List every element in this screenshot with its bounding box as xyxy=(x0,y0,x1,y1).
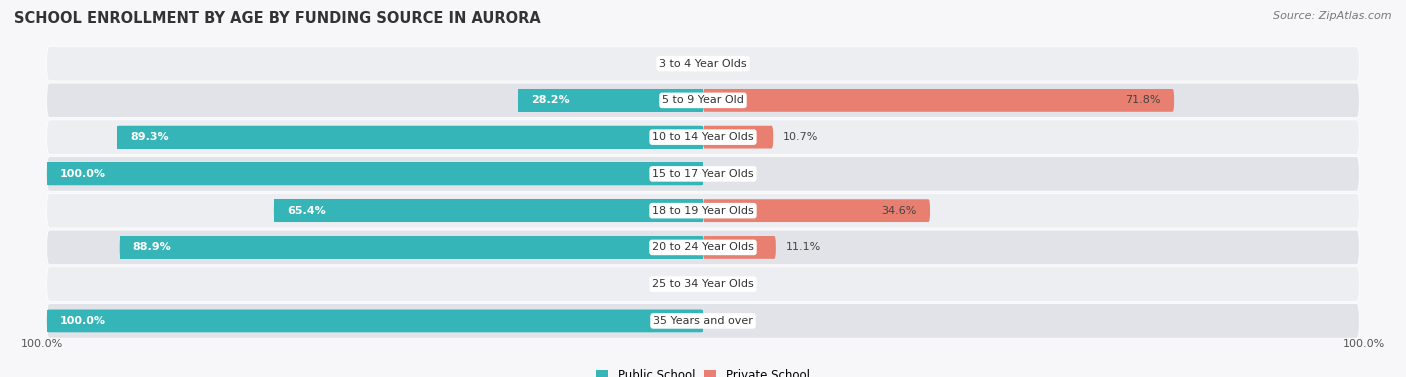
Text: 5 to 9 Year Old: 5 to 9 Year Old xyxy=(662,95,744,106)
Text: 100.0%: 100.0% xyxy=(60,316,105,326)
FancyBboxPatch shape xyxy=(46,156,1360,191)
Text: 3 to 4 Year Olds: 3 to 4 Year Olds xyxy=(659,58,747,69)
Text: 65.4%: 65.4% xyxy=(287,205,326,216)
Text: 0.0%: 0.0% xyxy=(665,279,693,289)
Text: 0.0%: 0.0% xyxy=(713,316,741,326)
Text: 0.0%: 0.0% xyxy=(665,58,693,69)
Text: 89.3%: 89.3% xyxy=(131,132,169,142)
FancyBboxPatch shape xyxy=(46,83,1360,118)
Text: 15 to 17 Year Olds: 15 to 17 Year Olds xyxy=(652,169,754,179)
Text: 10 to 14 Year Olds: 10 to 14 Year Olds xyxy=(652,132,754,142)
Text: 34.6%: 34.6% xyxy=(882,205,917,216)
FancyBboxPatch shape xyxy=(46,267,1360,302)
FancyBboxPatch shape xyxy=(517,89,703,112)
Text: 100.0%: 100.0% xyxy=(21,339,63,349)
Text: 18 to 19 Year Olds: 18 to 19 Year Olds xyxy=(652,205,754,216)
Text: 25 to 34 Year Olds: 25 to 34 Year Olds xyxy=(652,279,754,289)
Text: 100.0%: 100.0% xyxy=(1343,339,1385,349)
Text: 0.0%: 0.0% xyxy=(713,169,741,179)
Text: 100.0%: 100.0% xyxy=(60,169,105,179)
Bar xyxy=(517,89,703,112)
FancyBboxPatch shape xyxy=(46,46,1360,81)
FancyBboxPatch shape xyxy=(120,236,703,259)
Text: 20 to 24 Year Olds: 20 to 24 Year Olds xyxy=(652,242,754,253)
Text: 10.7%: 10.7% xyxy=(783,132,818,142)
FancyBboxPatch shape xyxy=(46,193,1360,228)
Text: 71.8%: 71.8% xyxy=(1125,95,1161,106)
FancyBboxPatch shape xyxy=(46,310,703,332)
Text: 0.0%: 0.0% xyxy=(713,279,741,289)
Text: 11.1%: 11.1% xyxy=(786,242,821,253)
FancyBboxPatch shape xyxy=(703,126,773,149)
FancyBboxPatch shape xyxy=(46,230,1360,265)
FancyBboxPatch shape xyxy=(117,126,703,149)
Bar xyxy=(120,236,703,259)
Text: 35 Years and over: 35 Years and over xyxy=(652,316,754,326)
Bar xyxy=(46,310,703,332)
FancyBboxPatch shape xyxy=(703,199,929,222)
Bar xyxy=(46,162,703,185)
Bar xyxy=(117,126,703,149)
FancyBboxPatch shape xyxy=(46,120,1360,155)
Text: SCHOOL ENROLLMENT BY AGE BY FUNDING SOURCE IN AURORA: SCHOOL ENROLLMENT BY AGE BY FUNDING SOUR… xyxy=(14,11,541,26)
FancyBboxPatch shape xyxy=(274,199,703,222)
Text: 28.2%: 28.2% xyxy=(531,95,569,106)
Bar xyxy=(274,199,703,222)
Text: 0.0%: 0.0% xyxy=(713,58,741,69)
FancyBboxPatch shape xyxy=(46,162,703,185)
FancyBboxPatch shape xyxy=(46,303,1360,338)
Text: 88.9%: 88.9% xyxy=(132,242,172,253)
FancyBboxPatch shape xyxy=(703,236,776,259)
Legend: Public School, Private School: Public School, Private School xyxy=(592,364,814,377)
FancyBboxPatch shape xyxy=(703,89,1174,112)
Text: Source: ZipAtlas.com: Source: ZipAtlas.com xyxy=(1274,11,1392,21)
